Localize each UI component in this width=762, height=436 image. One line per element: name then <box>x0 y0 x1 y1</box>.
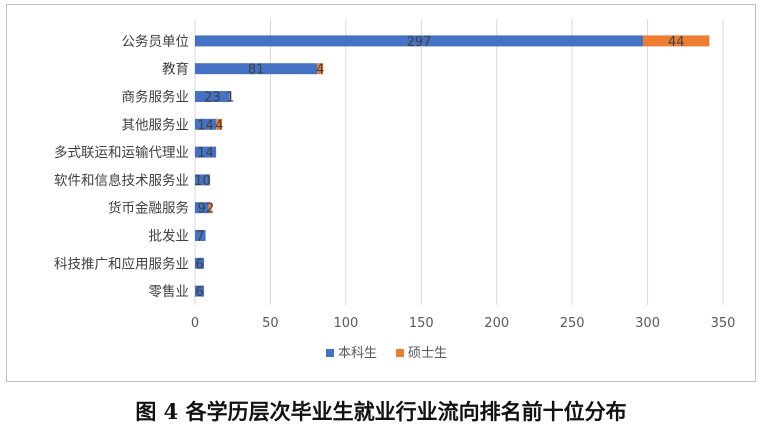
data-label: 81 <box>248 63 265 78</box>
x-tick-labels: 0 50 100 150 200 250 300 350 <box>191 316 736 331</box>
category-label: 其他服务业 <box>122 117 190 133</box>
category-label: 多式联运和运输代理业 <box>54 144 189 161</box>
data-label: 4 <box>316 63 324 78</box>
x-tick-50: 50 <box>262 316 279 331</box>
bar-undergrad-1 <box>195 63 318 75</box>
bar-undergrad-7 <box>195 230 206 241</box>
category-label: 货币金融服务 <box>108 200 189 217</box>
category-label: 教育 <box>162 62 189 78</box>
data-label: 7 <box>196 230 204 245</box>
legend-swatch-0 <box>326 349 334 357</box>
data-label: 4 <box>215 118 223 133</box>
category-label: 公务员单位 <box>122 34 190 50</box>
category-label: 零售业 <box>149 284 190 300</box>
bar-undergrad-0 <box>195 35 644 47</box>
category-label: 科技推广和应用服务业 <box>54 255 189 272</box>
bar-undergrad-6 <box>195 202 209 214</box>
bar-undergrad-5 <box>195 174 211 186</box>
legend-swatch-1 <box>396 349 404 357</box>
bar-master-3 <box>216 118 223 130</box>
bar-master-0 <box>643 35 710 47</box>
data-label: 1 <box>226 91 234 106</box>
data-label: 44 <box>668 35 685 50</box>
bar-undergrad-3 <box>195 118 217 130</box>
data-label: 14 <box>197 118 214 133</box>
data-label: 9 <box>198 202 206 217</box>
bars <box>195 35 710 297</box>
category-labels: 公务员单位教育商务服务业其他服务业多式联运和运输代理业软件和信息技术服务业货币金… <box>54 34 189 300</box>
x-tick-0: 0 <box>191 316 199 331</box>
data-label: 297 <box>407 35 432 50</box>
data-label: 6 <box>195 257 203 272</box>
x-tick-150: 150 <box>409 316 434 331</box>
category-label: 批发业 <box>149 229 190 245</box>
data-label: 14 <box>197 146 214 161</box>
data-label: 23 <box>204 91 221 106</box>
bar-undergrad-4 <box>195 146 217 158</box>
bar-undergrad-8 <box>195 257 205 269</box>
data-label: 10 <box>194 174 211 189</box>
data-label: 2 <box>206 202 214 217</box>
legend: 本科生 硕士生 <box>326 346 447 361</box>
category-label: 商务服务业 <box>122 90 190 106</box>
x-tick-100: 100 <box>333 316 358 331</box>
x-tick-200: 200 <box>484 316 509 331</box>
chart-frame: 297 44 81 4 23 1 14 4 14 10 9 2 7 6 6 公务员单位 教育 商务服务业 其他服务… <box>6 4 756 382</box>
data-label: 6 <box>195 285 203 300</box>
bar-master-6 <box>208 202 212 214</box>
bar-master-2 <box>229 91 232 102</box>
gridlines <box>194 19 724 305</box>
category-label: 软件和信息技术服务业 <box>54 172 189 189</box>
bar-undergrad-9 <box>195 285 205 297</box>
bar-undergrad-2 <box>195 91 230 102</box>
bar-master-1 <box>317 63 324 75</box>
figure-caption: 图 4 各学历层次毕业生就业行业流向排名前十位分布 <box>135 399 627 424</box>
x-tick-300: 300 <box>635 316 660 331</box>
x-tick-350: 350 <box>711 316 736 331</box>
x-tick-250: 250 <box>560 316 585 331</box>
legend-label-1: 硕士生 <box>408 346 447 361</box>
legend-label-0: 本科生 <box>338 346 377 361</box>
